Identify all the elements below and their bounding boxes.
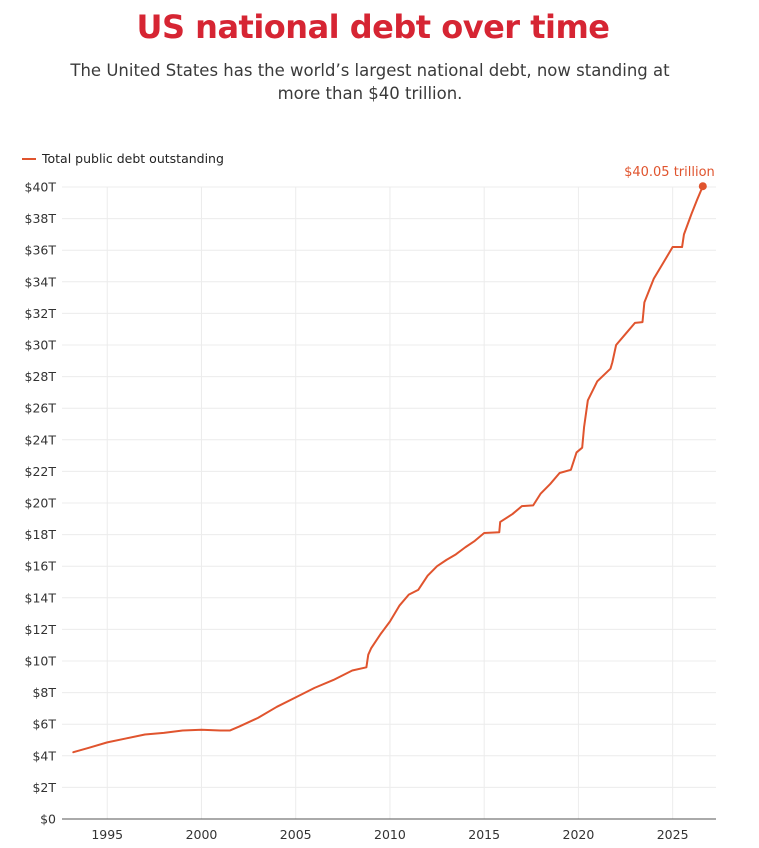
y-tick-label: $28T [25,369,57,384]
y-tick-label: $18T [25,527,57,542]
y-tick-label: $8T [32,685,56,700]
chart-title: US national debt over time [136,8,610,46]
legend: Total public debt outstanding [22,151,224,166]
y-tick-label: $20T [25,496,57,511]
x-tick-label: 2005 [280,827,312,842]
y-tick-label: $2T [32,780,56,795]
x-tick-label: 2000 [186,827,218,842]
legend-swatch [22,157,36,160]
chart-subtitle: The United States has the world’s larges… [70,61,670,103]
end-point-marker [698,182,707,191]
grid-lines [62,186,716,819]
y-tick-label: $26T [25,401,57,416]
y-tick-label: $40T [25,180,57,195]
y-tick-label: $0 [40,812,56,827]
y-tick-label: $14T [25,590,57,605]
y-tick-label: $22T [25,464,57,479]
end-value-label: $40.05 trillion [624,165,715,180]
x-tick-label: 2010 [374,827,406,842]
y-tick-label: $24T [25,432,57,447]
x-tick-label: 2020 [563,827,595,842]
y-tick-label: $38T [25,211,57,226]
y-tick-label: $6T [32,717,56,732]
y-tick-label: $4T [32,748,56,763]
x-tick-label: 1995 [91,827,123,842]
x-tick-label: 2025 [657,827,689,842]
series-line [72,185,704,754]
y-tick-label: $12T [25,622,57,637]
y-tick-label: $10T [25,654,57,669]
data-labels: $40.05 trillion [624,165,715,180]
series-layer [72,182,707,754]
y-tick-label: $16T [25,559,57,574]
y-tick-label: $36T [25,243,57,258]
y-tick-label: $34T [25,274,57,289]
legend-label: Total public debt outstanding [42,151,224,166]
y-tick-label: $30T [25,338,57,353]
y-tick-label: $32T [25,306,57,321]
x-tick-label: 2015 [468,827,500,842]
axes: $0 $2T $4T $6T $8T $10T $12T $14T $16T $18T $20T $2… [25,180,716,842]
